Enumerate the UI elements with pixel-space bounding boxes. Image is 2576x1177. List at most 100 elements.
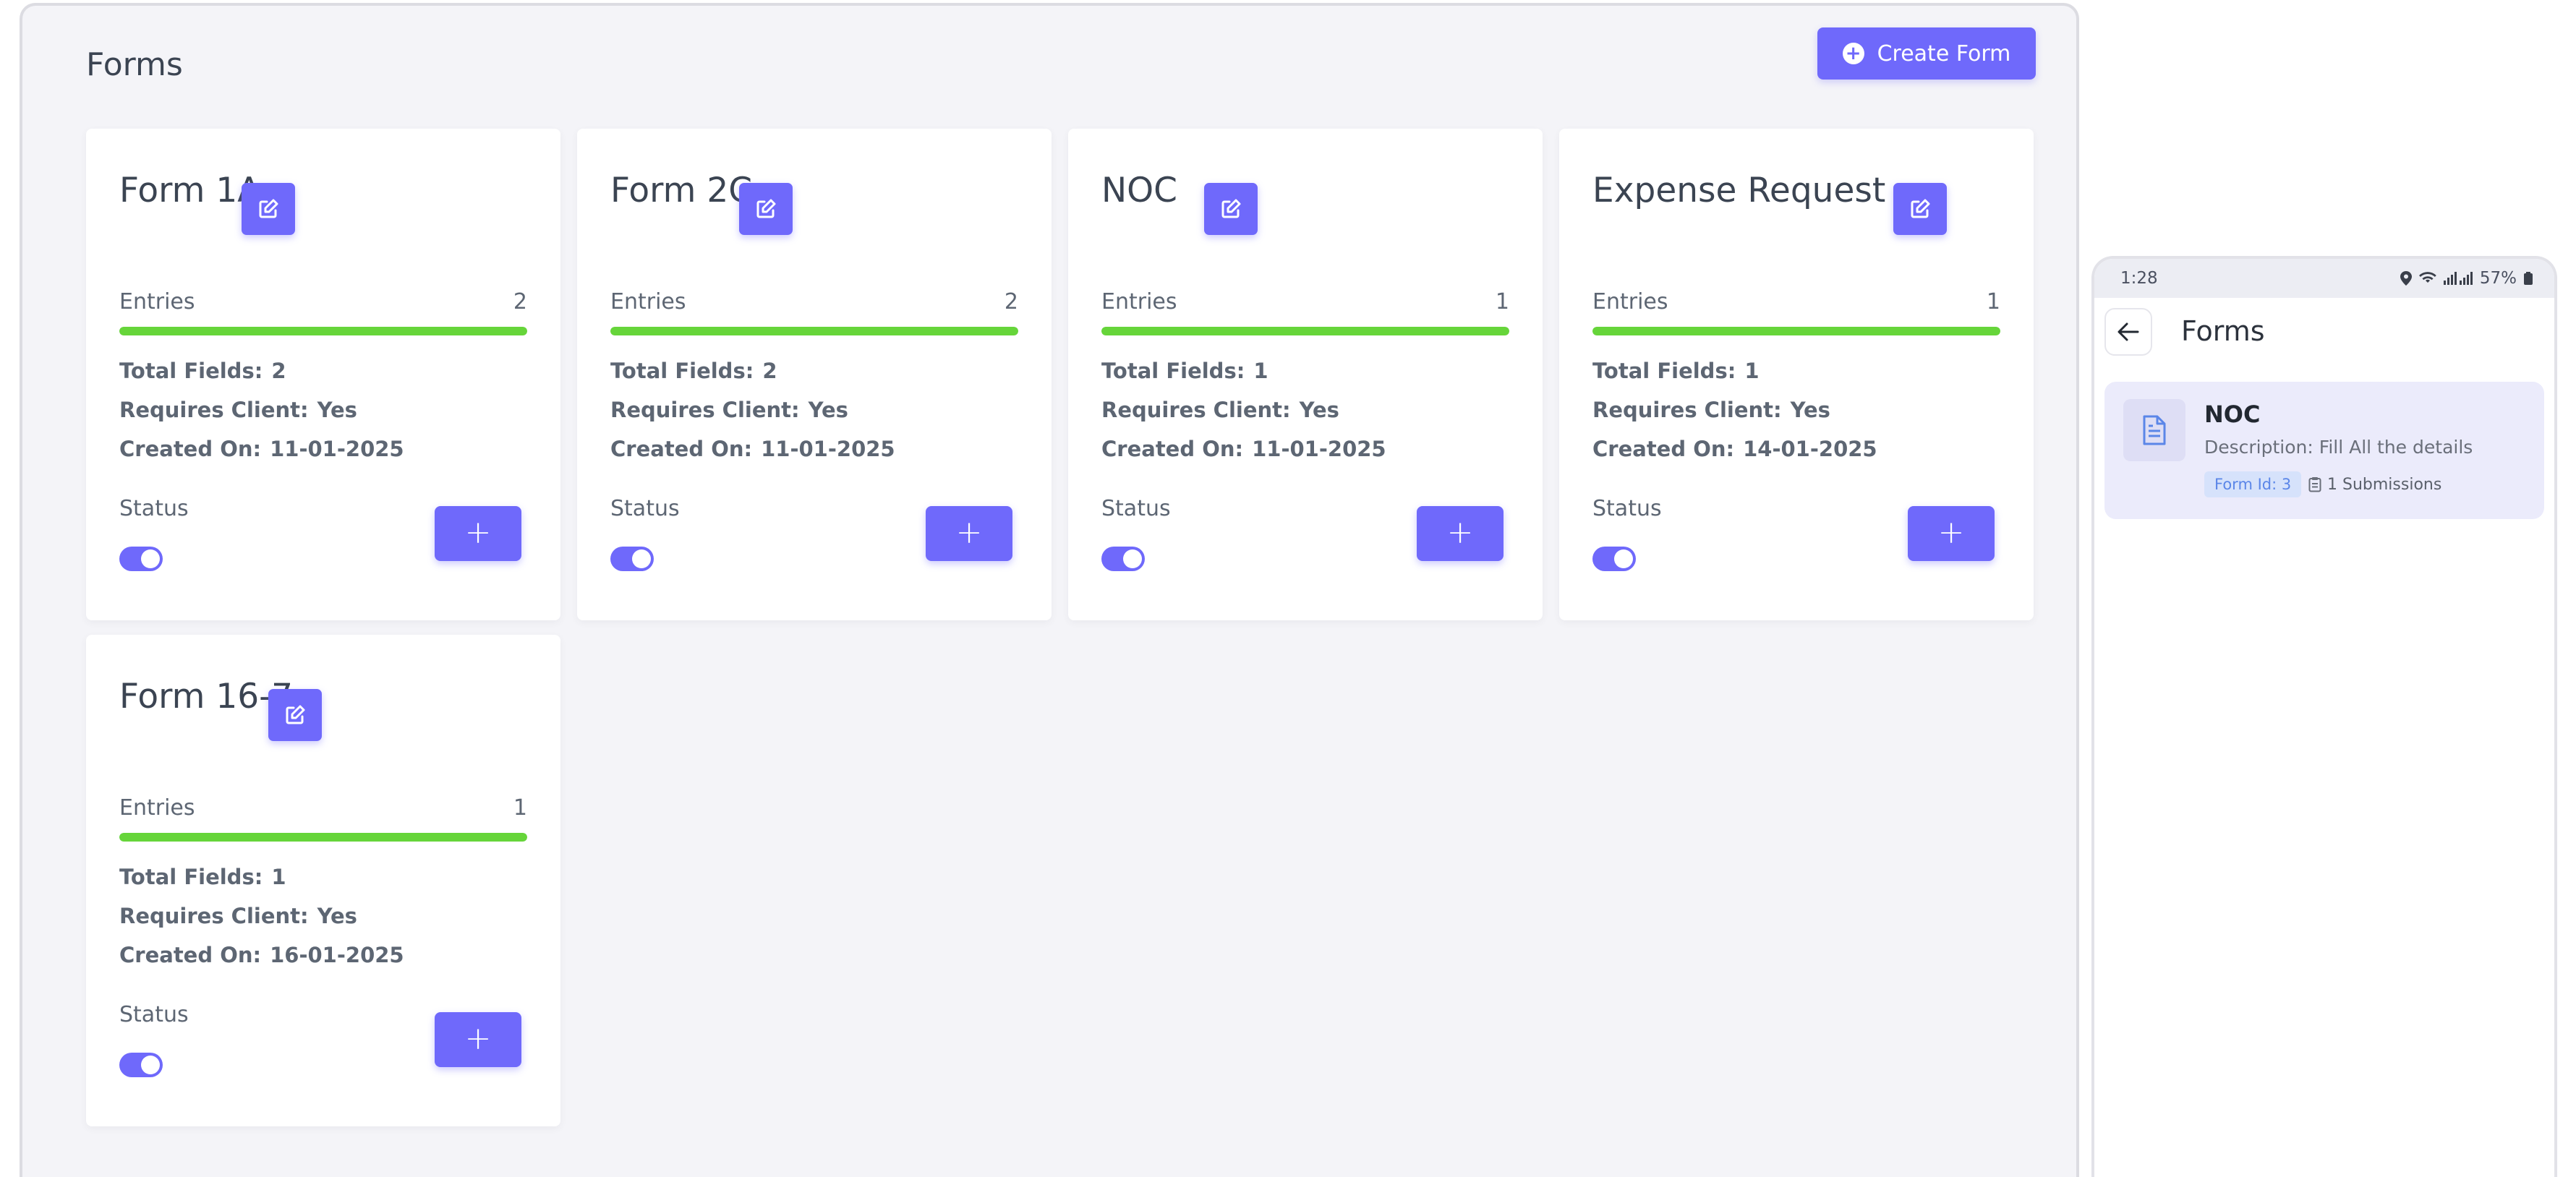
created-on-label: Created On: [610,437,753,461]
battery-icon [2524,272,2533,285]
entries-label: Entries [119,289,195,314]
total-fields-value: 1 [1253,359,1268,383]
mobile-form-description: Description: Fill All the details [2204,437,2473,458]
toggle-knob [141,1056,160,1074]
status-toggle[interactable] [610,547,654,571]
total-fields-value: 1 [1744,359,1760,383]
entries-label: Entries [1592,289,1668,314]
entries-progress-bar [119,833,527,842]
edit-form-button[interactable] [739,183,793,235]
requires-client-value: Yes [1790,398,1830,422]
edit-form-button[interactable] [242,183,295,235]
created-on: Created On: 14-01-2025 [1592,437,1877,461]
forms-dashboard: Forms + Create Form Form 1A Entries 2 Total… [20,3,2079,1177]
created-on: Created On: 16-01-2025 [119,943,404,967]
plus-icon: + [464,1020,492,1057]
form-card: NOC Entries 1 Total Fields: 1 Requires Client… [1068,129,1543,620]
created-on-value: 11-01-2025 [1252,437,1386,461]
plus-circle-icon: + [1842,43,1864,64]
edit-icon [756,199,776,218]
edit-icon [259,199,278,218]
status-toggle[interactable] [119,547,163,571]
toggle-knob [1614,549,1633,568]
total-fields-label: Total Fields: [119,359,263,383]
plus-icon: + [1937,514,1965,551]
form-card-title: Form 16-7 [119,677,294,716]
mobile-form-card[interactable]: NOC Description: Fill All the details Fo… [2104,382,2544,519]
total-fields-label: Total Fields: [1592,359,1736,383]
toggle-knob [141,549,160,568]
status-toggle[interactable] [1101,547,1145,571]
add-entry-button[interactable]: + [1417,506,1504,561]
requires-client-value: Yes [808,398,848,422]
requires-client-value: Yes [1299,398,1339,422]
requires-client-label: Requires Client: [1592,398,1782,422]
mobile-header: Forms [2094,298,2554,363]
back-button[interactable] [2104,308,2152,356]
plus-icon: + [1446,514,1474,551]
total-fields-label: Total Fields: [119,865,263,889]
edit-form-button[interactable] [268,689,322,741]
requires-client-label: Requires Client: [610,398,800,422]
requires-client-value: Yes [317,904,357,928]
edit-icon [1221,199,1241,218]
entries-count: 2 [1004,289,1018,314]
edit-icon [1911,199,1930,218]
status-toggle[interactable] [119,1053,163,1077]
add-entry-button[interactable]: + [926,506,1012,561]
status-label: Status [610,496,680,521]
created-on-label: Created On: [119,943,262,967]
total-fields-value: 1 [271,865,286,889]
requires-client: Requires Client: Yes [119,398,357,422]
form-card-title: Expense Request [1592,171,1886,210]
arrow-left-icon [2117,322,2139,341]
total-fields-value: 2 [762,359,777,383]
entries-progress-bar [610,327,1018,335]
created-on-value: 14-01-2025 [1743,437,1877,461]
form-card-title: NOC [1101,171,1177,210]
document-icon [2143,415,2166,445]
form-card: Form 16-7 Entries 1 Total Fields: 1 Requires … [86,635,560,1126]
form-card: Form 2C Entries 2 Total Fields: 2 Requires Cl… [577,129,1052,620]
form-card: Expense Request Entries 1 Total Fields: 1 Req… [1559,129,2034,620]
total-fields: Total Fields: 1 [1592,359,1760,383]
toggle-knob [632,549,651,568]
status-label: Status [119,496,189,521]
form-card-title: Form 1A [119,171,261,210]
total-fields: Total Fields: 1 [119,865,286,889]
mobile-preview: 1:28 57% Forms NOC Description: Fill All… [2091,256,2557,1177]
toggle-knob [1123,549,1142,568]
edit-form-button[interactable] [1204,183,1258,235]
total-fields-label: Total Fields: [1101,359,1245,383]
created-on-label: Created On: [1101,437,1244,461]
requires-client: Requires Client: Yes [610,398,848,422]
create-form-label: Create Form [1877,40,2011,67]
add-entry-button[interactable]: + [435,506,521,561]
mobile-page-title: Forms [2181,315,2265,347]
entries-progress-fill [1101,327,1509,335]
edit-form-button[interactable] [1893,183,1947,235]
created-on-value: 16-01-2025 [270,943,404,967]
form-id-badge: Form Id: 3 [2204,471,2302,497]
requires-client: Requires Client: Yes [1592,398,1830,422]
total-fields: Total Fields: 2 [610,359,777,383]
requires-client-label: Requires Client: [1101,398,1291,422]
requires-client: Requires Client: Yes [1101,398,1339,422]
created-on: Created On: 11-01-2025 [119,437,404,461]
total-fields-value: 2 [271,359,286,383]
plus-icon: + [464,514,492,551]
created-on-value: 11-01-2025 [761,437,895,461]
clipboard-icon [2308,477,2321,492]
create-form-button[interactable]: + Create Form [1817,27,2036,80]
add-entry-button[interactable]: + [1908,506,1995,561]
requires-client: Requires Client: Yes [119,904,357,928]
total-fields-label: Total Fields: [610,359,754,383]
add-entry-button[interactable]: + [435,1012,521,1067]
status-label: Status [1101,496,1171,521]
status-toggle[interactable] [1592,547,1636,571]
document-icon-box [2123,399,2185,461]
entries-count: 1 [513,795,527,821]
created-on: Created On: 11-01-2025 [1101,437,1386,461]
entries-count: 2 [513,289,527,314]
created-on-label: Created On: [1592,437,1735,461]
